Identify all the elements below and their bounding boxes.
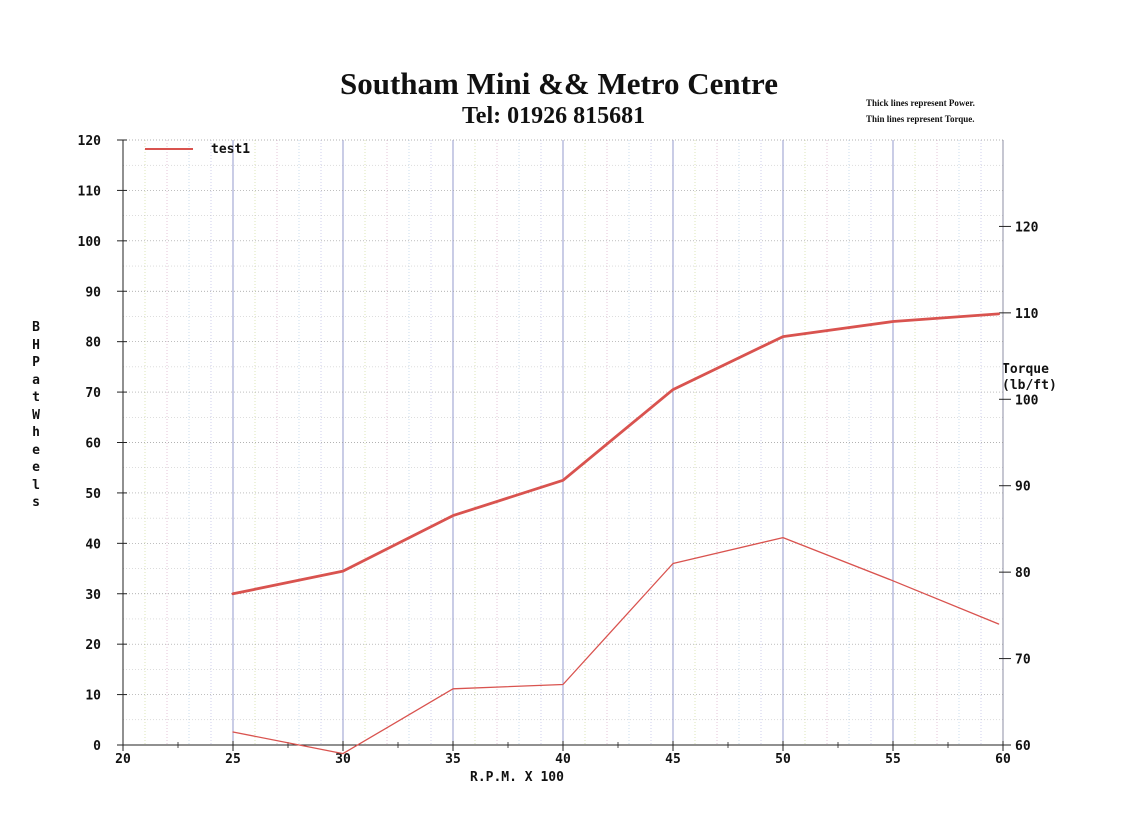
y-tick-label-right: 110 [1015,307,1039,322]
y-tick-label-right: 120 [1015,220,1039,235]
y-ticks-left: 0 10 20 30 40 50 60 70 80 90 100 110 120 [78,134,127,754]
x-tick-label: 20 [115,752,131,767]
y-tick-label-left: 110 [78,184,102,199]
legend: test1 [145,142,250,157]
legend-label-test1: test1 [211,142,250,157]
y-tick-label-left: 40 [85,537,101,552]
y-tick-label-right: 80 [1015,566,1031,581]
x-tick-label: 35 [445,752,461,767]
y-axis-label-right-line2: (lb/ft) [1002,378,1057,393]
x-tick-label: 55 [885,752,901,767]
x-tick-label: 25 [225,752,241,767]
x-ticks: 20 25 30 35 40 45 50 55 60 [115,741,1011,767]
y-tick-label-left: 50 [85,487,101,502]
y-tick-label-right: 70 [1015,653,1031,668]
y-tick-label-left: 10 [85,689,101,704]
series-line-torque [232,536,1000,755]
y-tick-label-left: 80 [85,336,101,351]
y-ticks-right: 60 70 80 90 100 110 120 [999,220,1039,754]
x-tick-label: 45 [665,752,681,767]
note-power: Thick lines represent Power. [866,98,975,108]
note-torque: Thin lines represent Torque. [866,114,975,124]
y-tick-label-left: 120 [78,134,102,149]
x-tick-label: 50 [775,752,791,767]
y-tick-label-left: 70 [85,386,101,401]
series-line-power [231,312,1000,596]
y-axis-label-right: Torque (lb/ft) [1002,362,1112,394]
y-axis-label-left: BHP at Wheels [32,320,48,510]
series-lines [231,312,1000,755]
y-axis-label-right-line1: Torque [1002,362,1049,377]
y-tick-label-left: 60 [85,437,101,452]
x-axis-label: R.P.M. X 100 [470,770,564,785]
y-tick-label-right: 100 [1015,393,1039,408]
x-tick-label: 40 [555,752,571,767]
y-tick-label-left: 30 [85,588,101,603]
y-tick-label-right: 90 [1015,480,1031,495]
x-tick-label: 60 [995,752,1011,767]
chart-title: Southam Mini && Metro Centre [340,66,778,101]
x-tick-label: 30 [335,752,351,767]
y-tick-label-left: 20 [85,638,101,653]
y-tick-label-right: 60 [1015,739,1031,754]
chart-subtitle: Tel: 01926 815681 [462,103,646,129]
y-tick-label-left: 100 [78,235,102,250]
y-tick-label-left: 90 [85,285,101,300]
y-tick-label-left: 0 [93,739,101,754]
